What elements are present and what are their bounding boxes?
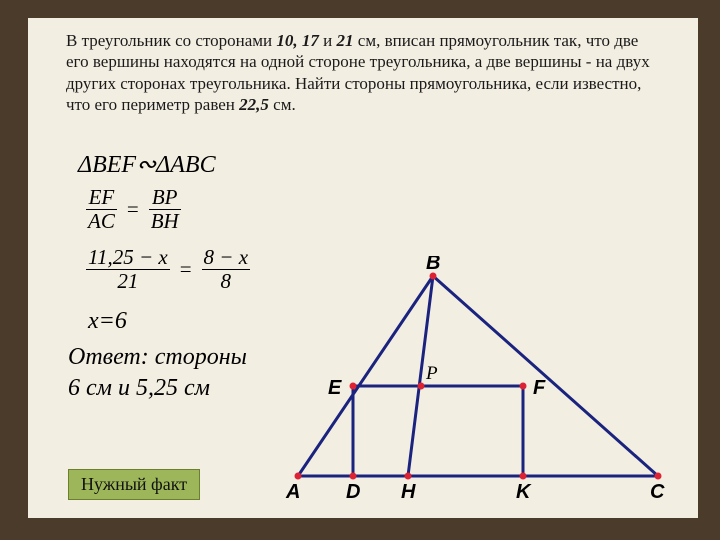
eq2-left-num: 11,25 − x	[86, 246, 170, 269]
hint-button[interactable]: Нужный факт	[68, 469, 200, 500]
svg-text:H: H	[401, 481, 416, 503]
svg-text:E: E	[328, 377, 342, 399]
slide-inner: В треугольник со сторонами 10, 17 и 21 с…	[28, 18, 698, 518]
slide-outer-frame: В треугольник со сторонами 10, 17 и 21 с…	[0, 0, 720, 540]
eq1-left-num: EF	[87, 186, 117, 209]
eq1-right-den: BH	[149, 210, 181, 233]
equation-1: EF AC = BP BH	[86, 186, 181, 233]
svg-text:A: A	[285, 481, 300, 503]
x-value: x=6	[88, 308, 127, 335]
triangle-diagram: A B C E F D K H P	[258, 256, 688, 506]
svg-text:B: B	[426, 256, 440, 274]
svg-text:K: K	[516, 481, 532, 503]
svg-text:D: D	[346, 481, 360, 503]
eq2-right-den: 8	[219, 270, 234, 293]
eq2-left-den: 21	[115, 270, 140, 293]
answer-line-2: 6 см и 5,25 см	[68, 375, 210, 401]
svg-text:C: C	[650, 481, 665, 503]
svg-text:F: F	[533, 377, 546, 399]
eq2-right-num: 8 − x	[202, 246, 251, 269]
equation-2: 11,25 − x 21 = 8 − x 8	[86, 246, 250, 293]
equals-sign: =	[180, 257, 192, 282]
answer-block: Ответ: стороны 6 см и 5,25 см	[68, 342, 247, 403]
answer-line-1: Ответ: стороны	[68, 344, 247, 370]
eq1-right-num: BP	[150, 186, 180, 209]
equals-sign: =	[127, 197, 139, 222]
eq1-left-den: AC	[86, 210, 117, 233]
similarity-statement: ΔBEF∾ΔABC	[78, 150, 216, 179]
problem-text: В треугольник со сторонами 10, 17 и 21 с…	[66, 30, 658, 115]
svg-text:P: P	[425, 363, 438, 384]
